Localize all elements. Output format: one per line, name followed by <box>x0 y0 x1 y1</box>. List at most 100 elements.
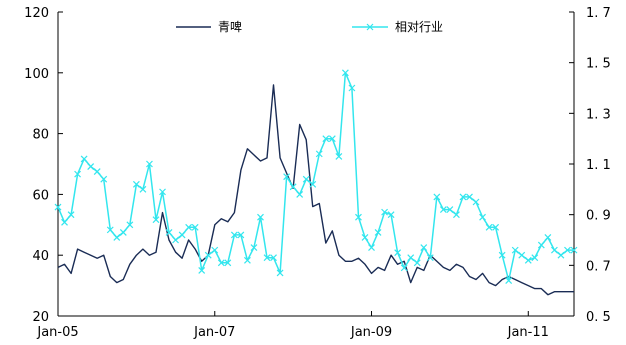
series-point <box>472 198 480 206</box>
series-point <box>348 84 356 92</box>
series-point <box>172 236 179 244</box>
series-point <box>74 170 82 178</box>
series-line-1 <box>57 84 574 296</box>
x-tick-label: Jan-11 <box>507 325 549 340</box>
legend-label: 青啤 <box>218 19 242 34</box>
series-point <box>394 249 402 257</box>
series-point <box>191 223 199 231</box>
series-point <box>289 183 297 191</box>
series-point <box>67 211 75 219</box>
series-point <box>557 251 565 259</box>
axes <box>57 12 575 317</box>
series-point <box>309 180 317 188</box>
series-line-2 <box>57 72 574 282</box>
series-point <box>132 180 140 188</box>
series-point <box>315 150 323 158</box>
series-point <box>165 228 173 236</box>
series-point <box>61 218 68 226</box>
right-y-tick-label: 1. 3 <box>586 107 611 122</box>
series-point <box>296 190 304 198</box>
right-y-tick-label: 1. 1 <box>586 158 611 173</box>
series-point <box>302 175 310 183</box>
left-y-tick-label: 60 <box>32 188 49 203</box>
series-point <box>80 155 88 163</box>
series-point <box>374 228 382 236</box>
series-point <box>139 185 147 193</box>
x-tick-label: Jan-07 <box>193 325 235 340</box>
series-point <box>93 168 101 176</box>
series-point <box>505 277 513 284</box>
left-y-tick-label: 100 <box>24 67 49 82</box>
right-y-tick-label: 1. 7 <box>586 6 611 21</box>
series-point <box>387 211 395 219</box>
series-point <box>224 259 232 267</box>
right-y-tick-label: 1. 5 <box>586 57 611 72</box>
series-point <box>564 246 571 254</box>
series-point <box>368 244 375 252</box>
series-point <box>126 221 134 229</box>
series-point <box>335 152 343 160</box>
series-point <box>439 206 447 214</box>
plot-area <box>54 69 578 296</box>
legend: 青啤 相对行业 <box>176 19 443 34</box>
series-point <box>426 254 434 262</box>
series-point <box>511 246 519 254</box>
series-point <box>250 244 258 252</box>
series-point <box>544 234 552 241</box>
x-ticks: Jan-05 Jan-07 Jan-09 Jan-11 <box>36 311 549 340</box>
series-point <box>119 228 127 236</box>
right-y-tick-label: 0. 9 <box>586 209 611 224</box>
series-point <box>243 256 251 264</box>
series-point <box>263 254 271 262</box>
series-point <box>479 213 486 221</box>
series-point <box>204 251 212 259</box>
series-point <box>113 234 121 241</box>
series-point <box>270 254 277 262</box>
series-point <box>178 231 186 239</box>
series-point <box>211 246 219 254</box>
series-point <box>230 231 238 239</box>
series-point <box>492 223 500 231</box>
left-y-tick-label: 120 <box>24 6 49 21</box>
x-tick-label: Jan-09 <box>350 325 392 340</box>
series-point <box>570 246 578 254</box>
legend-item-2: 相对行业 <box>352 20 443 34</box>
left-y-tick-label: 20 <box>32 310 49 325</box>
series-point <box>54 203 62 211</box>
series-point <box>217 259 225 267</box>
series-point <box>276 269 284 277</box>
series-point <box>152 216 160 224</box>
series-point <box>283 173 291 181</box>
series-point <box>146 160 153 168</box>
series-point <box>537 241 545 249</box>
series-point <box>355 213 362 221</box>
series-point <box>459 193 467 201</box>
x-tick-label: Jan-05 <box>36 325 78 340</box>
series-point <box>87 163 95 170</box>
left-y-ticks: 20 40 60 80 100 120 <box>24 6 63 325</box>
series-point <box>433 193 441 201</box>
left-y-tick-label: 40 <box>32 249 49 264</box>
series-point <box>361 234 369 241</box>
series-point <box>485 223 493 231</box>
series-point <box>106 226 114 234</box>
series-point <box>237 231 245 239</box>
series-point <box>341 69 349 77</box>
series-point <box>159 188 166 196</box>
legend-label: 相对行业 <box>395 20 443 34</box>
series-point <box>466 193 473 201</box>
series-point <box>531 254 539 262</box>
series-point <box>198 266 206 274</box>
series-point <box>257 213 264 221</box>
left-y-tick-label: 80 <box>32 128 49 143</box>
series-point <box>185 223 193 231</box>
series-point <box>550 246 558 254</box>
series-point <box>381 208 389 216</box>
series-point <box>446 206 454 214</box>
series-point <box>498 251 506 259</box>
series-point <box>400 264 408 272</box>
series-point <box>413 259 421 267</box>
right-y-ticks: 0. 5 0. 7 0. 9 1. 1 1. 3 1. 5 1. 7 <box>569 6 611 325</box>
series-point <box>100 175 108 183</box>
